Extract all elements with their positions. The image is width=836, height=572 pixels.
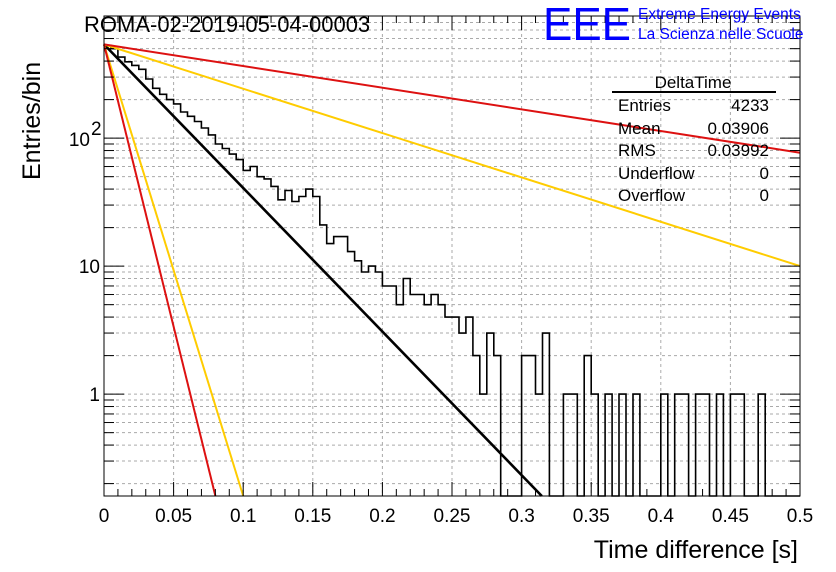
eee-logo-mark: EEE (543, 0, 631, 50)
stats-title: DeltaTime (655, 73, 732, 92)
histogram-bins (104, 44, 800, 497)
fit-line-0 (103, 43, 543, 497)
fit-line-3 (103, 44, 217, 497)
stats-label-mean: Mean (618, 119, 661, 138)
stats-label-overflow: Overflow (618, 186, 686, 205)
x-tick-label: 0.2 (369, 506, 395, 527)
axis-ticks (103, 15, 801, 496)
eee-logo: EEE Extreme Energy Events La Scienza nel… (543, 0, 803, 50)
x-tick-label: 0.1 (230, 506, 256, 527)
eee-logo-line1: Extreme Energy Events (638, 6, 801, 23)
histogram-step-line (104, 44, 800, 497)
stats-label-underflow: Underflow (618, 164, 695, 183)
y-axis-title: Entries/bin (18, 62, 46, 180)
x-tick-label: 0.3 (508, 506, 534, 527)
x-tick-label: 0.5 (787, 506, 813, 527)
tick-labels: 0 0.05 0.1 0.15 0.2 0.25 0.3 0.35 0.4 0.45 0.5 1 10 1… (69, 119, 813, 527)
x-tick-label: 0.25 (434, 506, 471, 527)
stats-value-mean: 0.03906 (708, 119, 769, 138)
y-tick-label-exponent: 2 (91, 119, 102, 140)
fit-line-4 (103, 43, 801, 154)
x-tick-label: 0.45 (712, 506, 749, 527)
x-tick-label: 0 (99, 506, 110, 527)
fit-line-2 (103, 43, 801, 268)
y-tick-label: 10 (79, 257, 100, 278)
y-tick-label: 1 (89, 385, 100, 406)
stats-box: DeltaTime Entries 4233 Mean 0.03906 RMS … (612, 73, 776, 205)
stats-value-rms: 0.03992 (708, 141, 769, 160)
chart-title: ROMA-02-2019-05-04-00003 (84, 12, 370, 37)
eee-logo-line2: La Scienza nelle Scuole (638, 26, 803, 43)
x-tick-label: 0.15 (294, 506, 331, 527)
stats-label-rms: RMS (618, 141, 656, 160)
stats-value-underflow: 0 (760, 164, 769, 183)
x-tick-label: 0.4 (648, 506, 675, 527)
stats-value-entries: 4233 (731, 96, 769, 115)
x-tick-label: 0.05 (155, 506, 192, 527)
x-tick-label: 0.35 (573, 506, 610, 527)
stats-value-overflow: 0 (760, 186, 769, 205)
fit-lines (103, 43, 801, 497)
x-axis-title: Time difference [s] (594, 536, 798, 564)
stats-label-entries: Entries (618, 96, 671, 115)
y-tick-label: 10 (69, 130, 90, 151)
fit-line-1 (103, 44, 245, 497)
